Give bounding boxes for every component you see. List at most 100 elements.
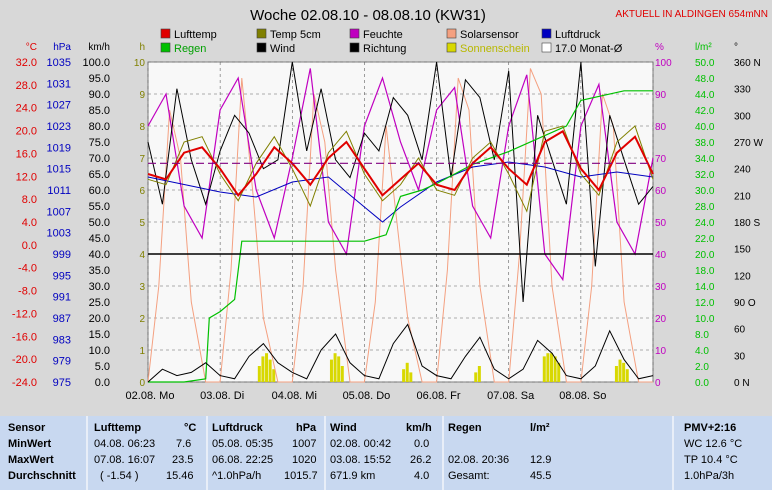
x-tick-label: 08.08. So xyxy=(559,390,606,402)
sunshine-bar xyxy=(553,356,557,382)
table-header-pmv: PMV+2:16 xyxy=(684,422,737,434)
tick-label-celsius: 4.0 xyxy=(22,217,37,229)
tick-label-hours: 5 xyxy=(139,218,145,229)
tick-label-hpa: 1011 xyxy=(47,185,71,197)
tick-label-hpa: 987 xyxy=(53,313,71,325)
tick-label-direction: 210 xyxy=(734,191,751,202)
table-header-celsius: °C xyxy=(184,422,197,434)
row-min-wind-time: 02.08. 00:42 xyxy=(330,438,392,450)
tick-label-percent: 90 xyxy=(655,90,667,101)
tick-label-kmh: 20.0 xyxy=(89,313,110,325)
tick-label-hpa: 979 xyxy=(53,356,71,368)
tick-label-hpa: 991 xyxy=(53,292,71,304)
legend-label: Richtung xyxy=(363,43,406,55)
series-wind xyxy=(147,323,654,383)
series-regen xyxy=(148,90,653,383)
tick-label-kmh: 100.0 xyxy=(82,57,110,69)
row-max-luft-time: 07.08. 16:07 xyxy=(94,454,156,466)
tick-label-celsius: -24.0 xyxy=(12,377,37,389)
x-tick-label: 03.08. Di xyxy=(200,390,244,402)
legend-swatch xyxy=(256,28,267,39)
tick-label-hpa: 983 xyxy=(53,334,71,346)
tick-label-celsius: 8.0 xyxy=(22,194,37,206)
row-max-druck-time: 06.08. 22:25 xyxy=(212,454,274,466)
tick-label-direction: 90 O xyxy=(734,298,756,309)
tick-label-kmh: 65.0 xyxy=(89,169,110,181)
tick-label-rain: 8.0 xyxy=(695,330,709,341)
legend-label: Luftdruck xyxy=(555,29,601,41)
row-max-wind-value: 26.2 xyxy=(410,454,432,466)
unit-label-rain: l/m² xyxy=(695,42,712,53)
tick-label-direction: 0 N xyxy=(734,378,750,389)
weather-chart: 32.028.024.020.016.012.08.04.00.0-4.0-8.… xyxy=(12,7,768,402)
tick-label-percent: 0 xyxy=(655,378,661,389)
row-min-druck-time: 05.08. 05:35 xyxy=(212,438,274,450)
row-max-pmv: TP 10.4 °C xyxy=(684,454,738,466)
table-header-lm2: l/m² xyxy=(530,422,550,434)
tick-label-kmh: 70.0 xyxy=(89,153,110,165)
location-banner: AKTUELL IN ALDINGEN 654mNN xyxy=(616,9,768,20)
legend-label: Feuchte xyxy=(363,29,403,41)
row-label-min: MinWert xyxy=(8,438,52,450)
x-tick-label: 05.08. Do xyxy=(343,390,391,402)
tick-label-kmh: 90.0 xyxy=(89,89,110,101)
tick-label-celsius: -12.0 xyxy=(12,308,37,320)
sunshine-bar xyxy=(542,356,546,382)
tick-label-rain: 18.0 xyxy=(695,266,715,277)
tick-label-percent: 70 xyxy=(655,154,667,165)
legend-swatch xyxy=(349,28,360,39)
unit-label-percent: % xyxy=(655,42,664,53)
tick-label-celsius: 32.0 xyxy=(16,57,37,69)
tick-label-celsius: 28.0 xyxy=(16,80,37,92)
sunshine-bar xyxy=(340,366,344,382)
x-tick-label: 07.08. Sa xyxy=(487,390,535,402)
unit-label-celsius: °C xyxy=(26,42,37,53)
legend-swatch xyxy=(256,42,267,53)
table-header-hpa: hPa xyxy=(296,422,317,434)
x-tick-label: 04.08. Mi xyxy=(272,390,317,402)
tick-label-rain: 22.0 xyxy=(695,234,715,245)
legend-label: Wind xyxy=(270,43,295,55)
sunshine-bar xyxy=(474,372,478,382)
row-avg-druck-value: 1015.7 xyxy=(284,470,318,482)
sunshine-bar xyxy=(268,359,272,382)
series-solarsensor xyxy=(147,68,653,383)
table-header-regen: Regen xyxy=(448,422,482,434)
series-feuchte xyxy=(147,68,654,282)
tick-label-rain: 28.0 xyxy=(695,202,715,213)
tick-label-direction: 240 xyxy=(734,165,751,176)
tick-label-hpa: 1035 xyxy=(47,57,71,69)
row-avg-wind-time: 671.9 km xyxy=(330,470,376,482)
tick-label-hours: 10 xyxy=(134,58,146,69)
tick-label-kmh: 80.0 xyxy=(89,121,110,133)
tick-label-hours: 8 xyxy=(139,122,145,133)
table-header-luftdruck: Luftdruck xyxy=(212,422,263,434)
tick-label-kmh: 50.0 xyxy=(89,217,110,229)
row-min-pmv: WC 12.6 °C xyxy=(684,438,743,450)
row-max-druck-value: 1020 xyxy=(292,454,317,466)
table-header-wind: Wind xyxy=(330,422,357,434)
tick-label-percent: 20 xyxy=(655,314,667,325)
sunshine-bar xyxy=(409,372,413,382)
sunshine-bar xyxy=(405,362,409,382)
row-avg-luft-time: ( -1.54 ) xyxy=(100,470,139,482)
sunshine-bar xyxy=(625,369,629,382)
tick-label-celsius: -20.0 xyxy=(12,354,37,366)
tick-label-kmh: 45.0 xyxy=(89,233,110,245)
tick-label-direction: 180 S xyxy=(734,218,760,229)
tick-label-kmh: 25.0 xyxy=(89,297,110,309)
row-label-max: MaxWert xyxy=(8,454,54,466)
tick-label-celsius: -16.0 xyxy=(12,331,37,343)
tick-label-hpa: 1027 xyxy=(47,100,71,112)
tick-label-rain: 2.0 xyxy=(695,362,709,373)
tick-label-hpa: 1015 xyxy=(47,164,71,176)
tick-label-rain: 14.0 xyxy=(695,282,715,293)
row-min-druck-value: 1007 xyxy=(292,438,317,450)
row-min-wind-value: 0.0 xyxy=(414,438,430,450)
legend-swatch xyxy=(446,28,457,39)
tick-label-rain: 38.0 xyxy=(695,138,715,149)
sunshine-bar xyxy=(329,359,333,382)
legend-swatch xyxy=(541,28,552,39)
legend-label: 17.0 Monat-Ø xyxy=(555,43,623,55)
tick-label-rain: 34.0 xyxy=(695,154,715,165)
